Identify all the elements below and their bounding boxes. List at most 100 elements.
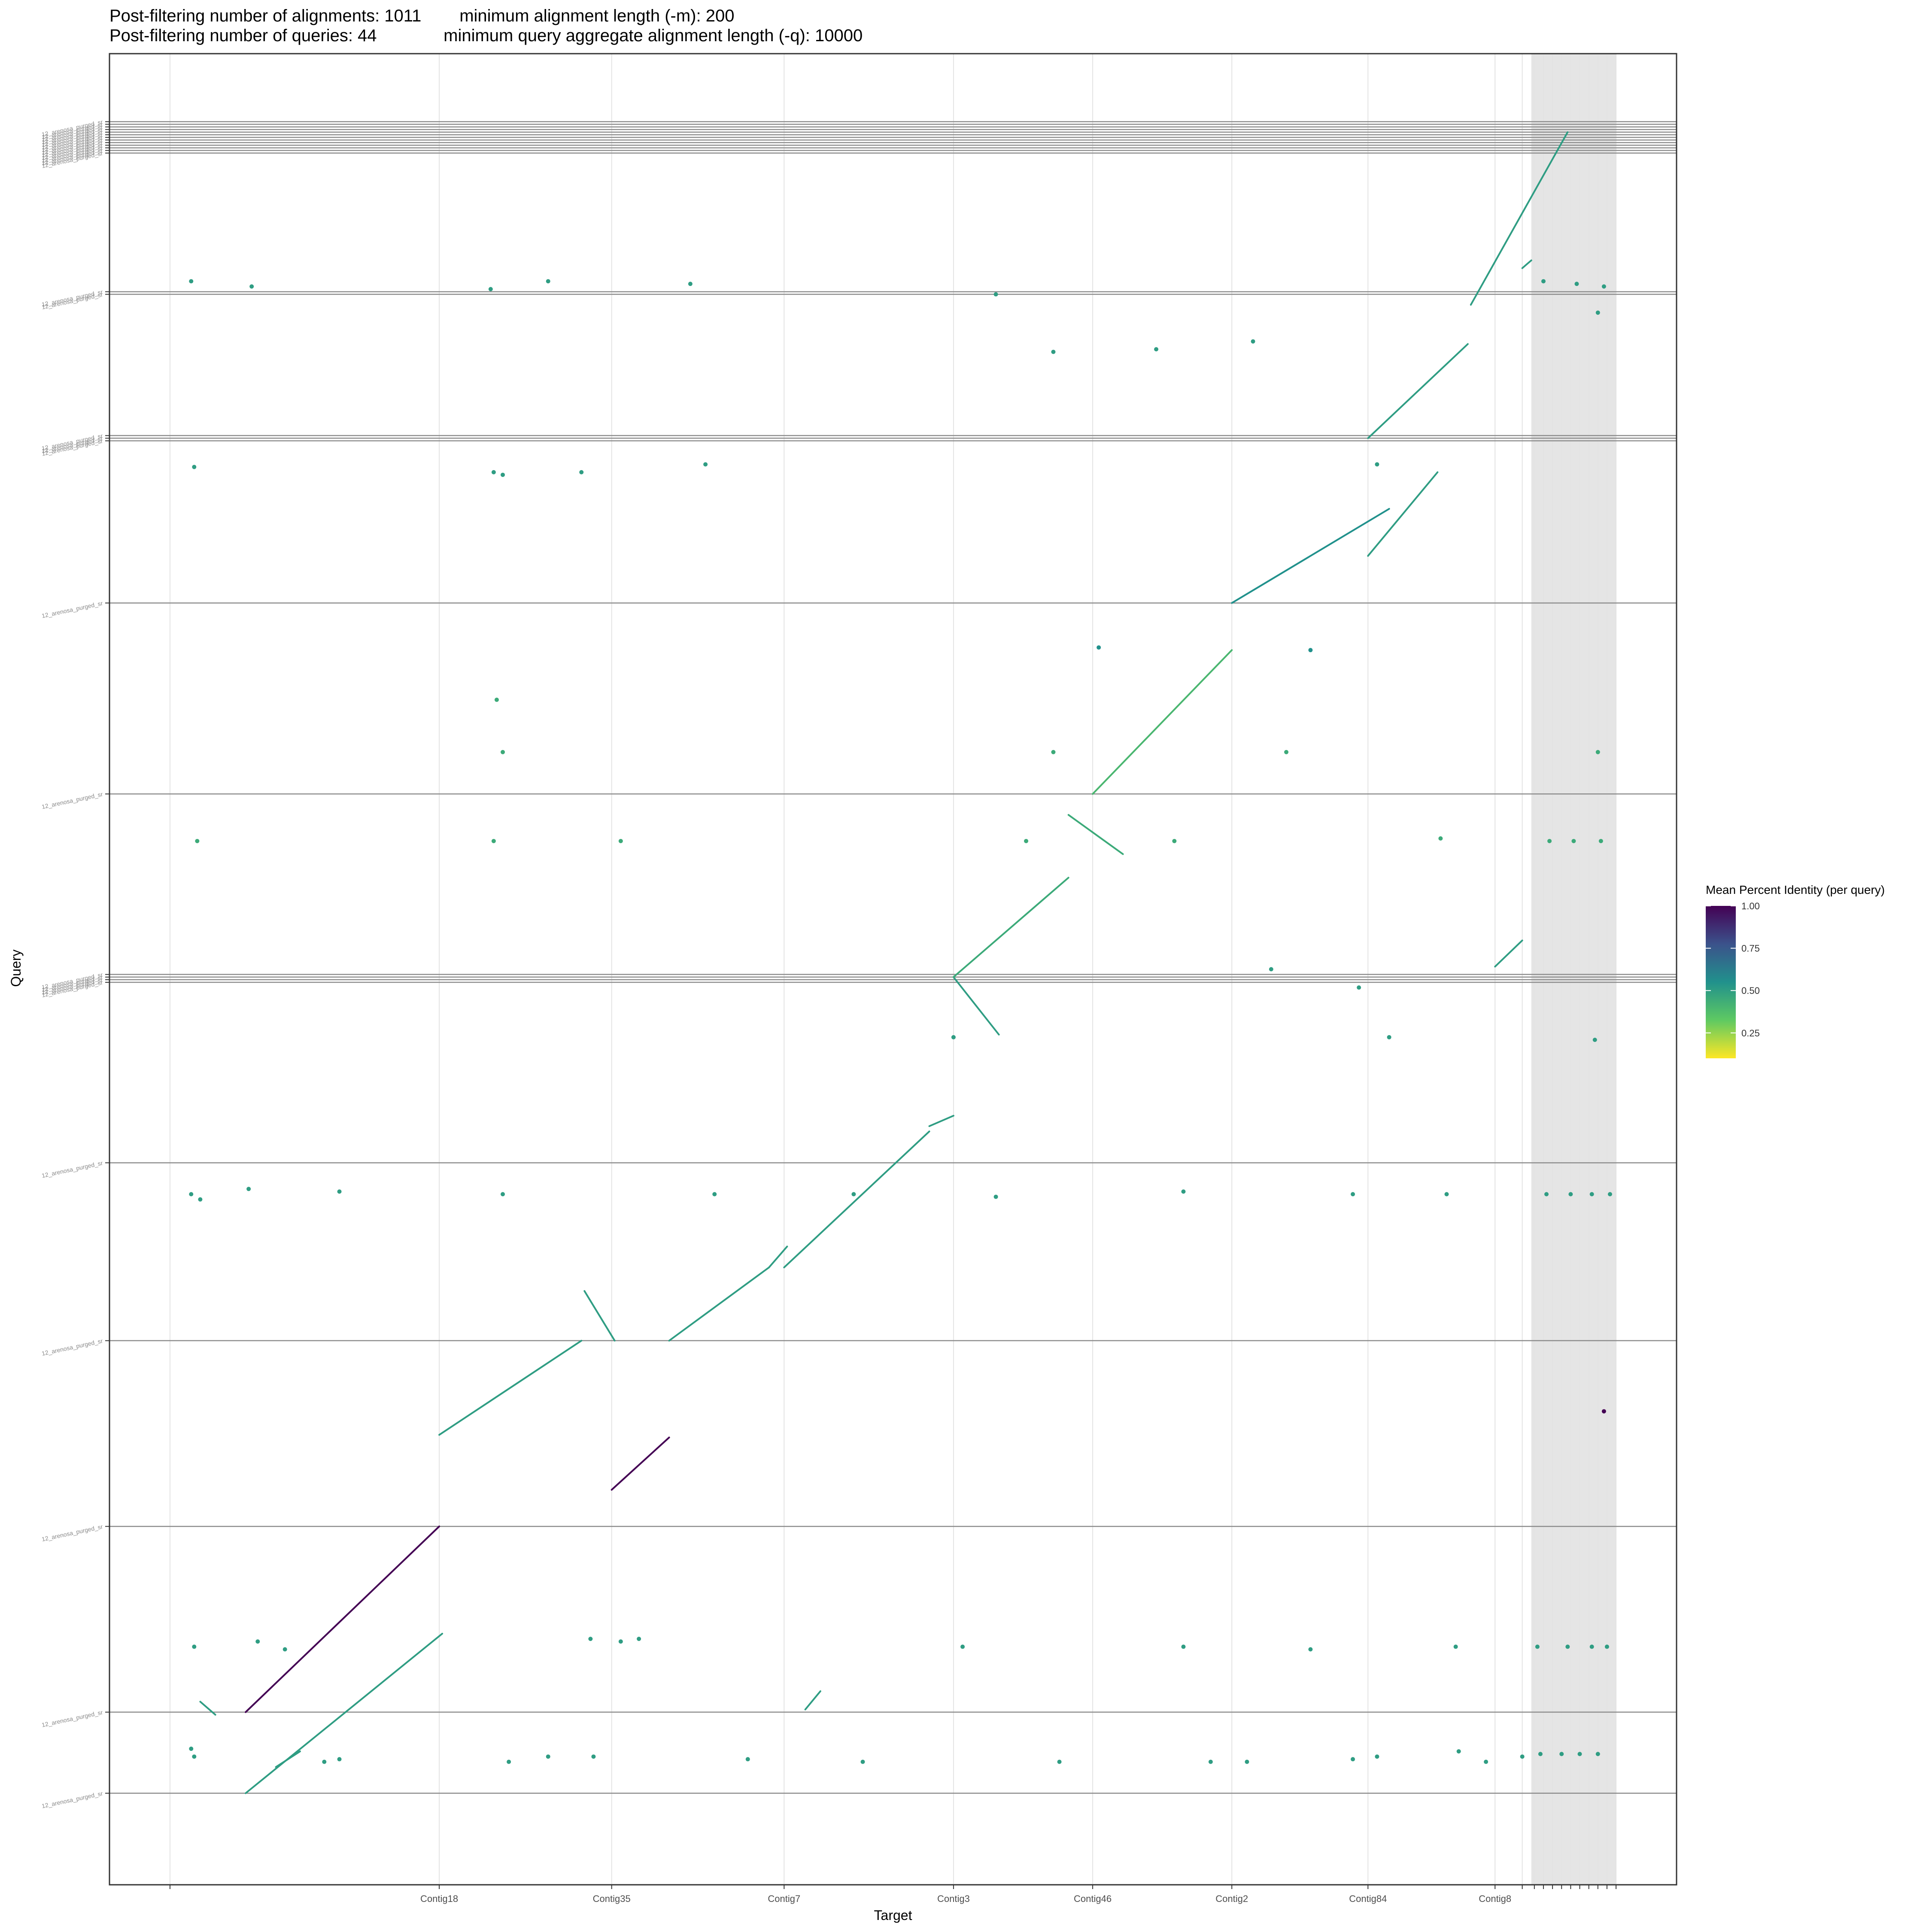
alignment-point (1565, 1644, 1570, 1649)
alignment-point (488, 287, 493, 292)
alignment-segment (804, 1690, 821, 1710)
alignment-segment (1494, 939, 1523, 968)
alignment-point (1181, 1189, 1186, 1194)
alignment-point (192, 1754, 197, 1759)
alignment-point (283, 1647, 287, 1652)
alignment-point (192, 465, 197, 469)
legend-ticks: 1.00 0.75 0.50 0.25 (1706, 901, 1760, 1039)
alignment-segment (275, 1750, 301, 1768)
alignment-point (494, 697, 499, 702)
alignment-segment (1521, 259, 1532, 269)
alignment-point (1181, 1644, 1186, 1649)
x-axis-ticks: Contig18 Contig35 Contig7 Contig3 Contig46 Co… (169, 1885, 1617, 1904)
alignment-segment (199, 1701, 216, 1716)
alignment-point (249, 284, 254, 289)
x-tick-label: Contig84 (1349, 1893, 1387, 1904)
alignment-point (337, 1757, 342, 1762)
alignment-point (1601, 284, 1606, 289)
alignment-segment (1092, 649, 1233, 795)
alignment-segment (952, 877, 1069, 978)
y-tick-label: 12_arenosa_purged_sr (41, 1159, 103, 1179)
alignment-segment (928, 1115, 954, 1127)
y-tick-label: 12_arenosa_purged_sr (41, 1337, 103, 1357)
legend-tick-label: 0.25 (1741, 1028, 1760, 1039)
alignment-point (1245, 1759, 1249, 1764)
legend-title: Mean Percent Identity (per query) (1706, 883, 1885, 896)
alignment-point (189, 1747, 194, 1751)
alignment-point (1574, 282, 1579, 286)
x-tick-label: Contig3 (937, 1893, 970, 1904)
alignment-point (491, 470, 496, 474)
query-boundary-lines (109, 121, 1677, 1794)
alignment-point (1057, 1759, 1062, 1764)
alignment-point (189, 279, 194, 284)
alignment-segment (768, 1245, 788, 1269)
alignment-point (1520, 1754, 1525, 1759)
alignment-point (579, 470, 584, 474)
alignment-point (1284, 750, 1289, 754)
alignment-point (951, 1035, 956, 1039)
alignment-segment (583, 1290, 616, 1342)
alignment-point (960, 1644, 965, 1649)
alignment-point (1269, 967, 1273, 972)
alignment-point (1589, 1644, 1594, 1649)
alignment-segment (245, 1633, 444, 1794)
legend-tick-label: 1.00 (1741, 901, 1760, 911)
alignment-point (1604, 1644, 1609, 1649)
alignment-point (1595, 750, 1600, 754)
alignment-point (1051, 750, 1056, 754)
x-tick-label: Contig35 (593, 1893, 631, 1904)
y-axis-title: Query (8, 949, 24, 987)
alignment-point (1351, 1757, 1355, 1762)
alignment-point (618, 838, 623, 843)
alignment-segment (783, 1130, 930, 1269)
alignment-segments (199, 131, 1569, 1794)
y-tick-label: 12_arenosa_purged_sr (41, 1523, 103, 1543)
alignment-point (1595, 1752, 1600, 1756)
alignment-point (1456, 1749, 1461, 1754)
alignment-point (993, 292, 998, 297)
alignment-point (1541, 279, 1546, 284)
alignment-point (1051, 349, 1056, 354)
alignment-point (501, 1192, 505, 1197)
chart-title-line2: Post-filtering number of queries: 44 min… (109, 26, 863, 45)
alignment-point (591, 1754, 596, 1759)
target-boundary-lines (169, 54, 1617, 1885)
alignment-segment (245, 1525, 440, 1713)
alignment-point (195, 838, 200, 843)
y-tick-label: 12_arenosa_purged_sr (41, 790, 103, 810)
alignment-point (1535, 1644, 1540, 1649)
alignment-point (1571, 838, 1576, 843)
alignment-point (1438, 836, 1443, 841)
alignment-segment (1470, 131, 1569, 306)
alignment-point (501, 750, 505, 754)
alignment-point (588, 1637, 593, 1641)
alignment-point (1375, 462, 1379, 467)
alignment-point (491, 838, 496, 843)
alignment-point (1538, 1752, 1543, 1756)
y-tick-label: 12_arenosa_purged_sr (41, 1709, 103, 1728)
alignment-point (1097, 645, 1101, 650)
alignment-point (712, 1192, 717, 1197)
alignment-point (1577, 1752, 1582, 1756)
legend: Mean Percent Identity (per query) 1.00 0.… (1706, 883, 1885, 1058)
alignment-point (1453, 1644, 1458, 1649)
y-tick-label: 12_arenosa_purged_sr (41, 600, 103, 620)
alignment-point (1484, 1759, 1488, 1764)
alignment-point (745, 1757, 750, 1762)
alignment-point (1595, 310, 1600, 315)
unplaced-contig-band (1531, 54, 1616, 1885)
alignment-point (1387, 1035, 1391, 1039)
x-tick-label: Contig8 (1479, 1893, 1511, 1904)
alignment-point (546, 279, 550, 284)
alignment-segment (1067, 814, 1124, 855)
alignment-point (1308, 1647, 1313, 1652)
chart-title-line1: Post-filtering number of alignments: 101… (109, 6, 734, 25)
alignment-point (1251, 339, 1255, 344)
alignment-point (246, 1187, 251, 1191)
alignment-point (688, 282, 693, 286)
alignment-point (993, 1194, 998, 1199)
alignment-point (1589, 1192, 1594, 1197)
alignment-segment (1231, 508, 1390, 604)
alignment-point (1544, 1192, 1549, 1197)
